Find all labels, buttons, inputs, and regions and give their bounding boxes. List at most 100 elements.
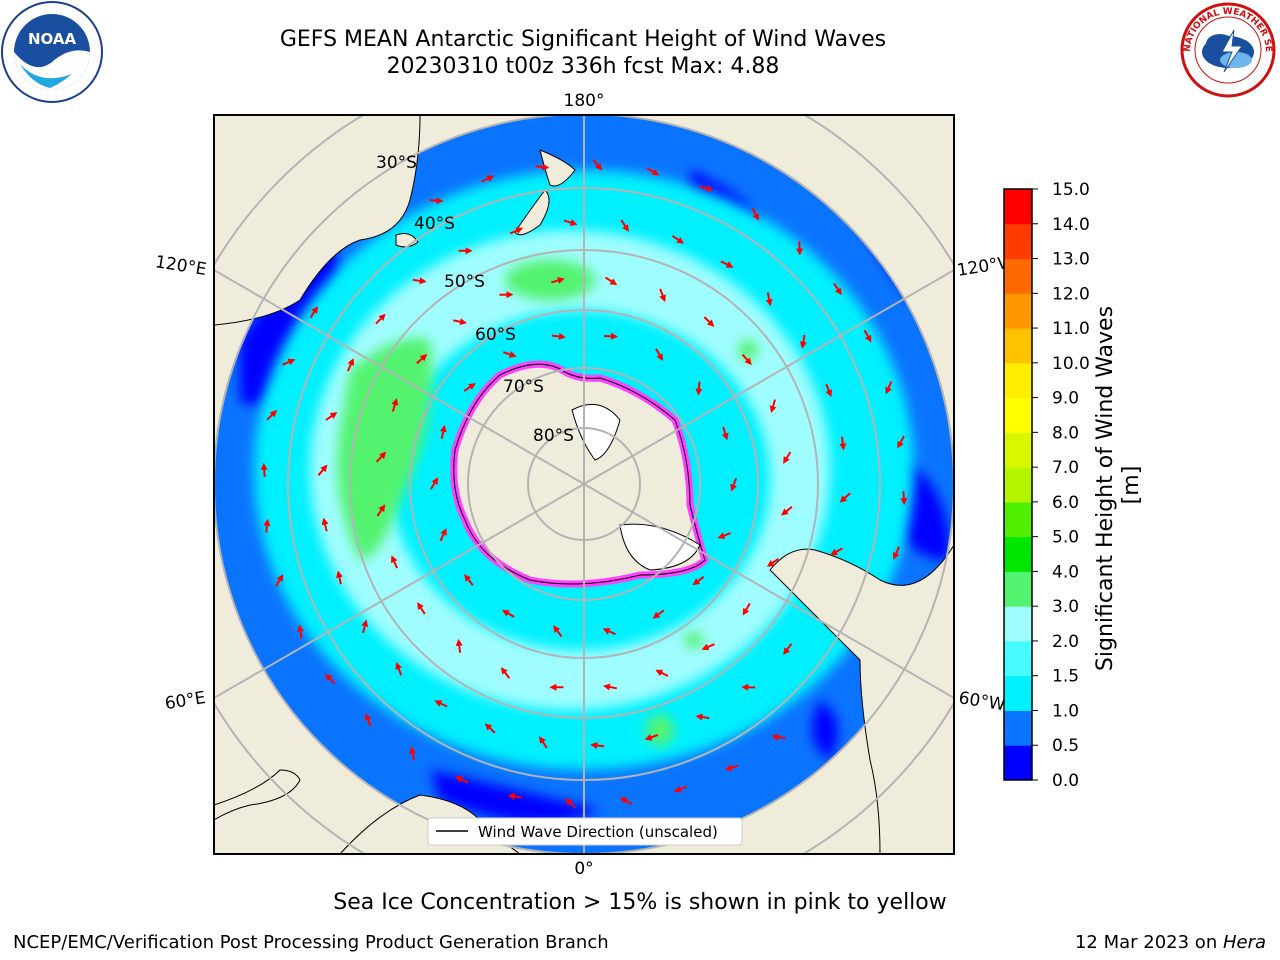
colorbar-segment (1004, 223, 1032, 260)
lat-label-30s: 30°S (376, 153, 417, 173)
colorbar-segment (1004, 571, 1032, 607)
wave-direction-arrow (701, 643, 715, 651)
wave-direction-arrow (742, 602, 751, 616)
wave-direction-arrow (361, 619, 369, 634)
footer-date-text: 12 Mar 2023 on (1074, 932, 1223, 953)
wave-direction-arrow (309, 306, 318, 319)
wave-direction-arrow (391, 398, 399, 412)
wave-direction-arrow (720, 260, 734, 268)
wave-direction-arrow (455, 638, 463, 653)
lon-label-180: 180° (564, 91, 605, 111)
noaa-logo-text: NOAA (28, 30, 77, 48)
colorbar-tick-label: 3.0 (1052, 597, 1079, 617)
colorbar-tick-label: 14.0 (1052, 215, 1090, 235)
wave-direction-arrow (655, 348, 663, 362)
colorbar-tick-label: 1.0 (1052, 701, 1079, 721)
colorbar-segment (1004, 432, 1032, 468)
wave-direction-arrow (429, 197, 444, 205)
wave-direction-arrow (717, 532, 731, 539)
lat-label-60s: 60°S (475, 325, 516, 345)
wave-direction-arrow (266, 410, 278, 421)
wave-direction-arrow (335, 570, 343, 585)
wave-direction-arrow (703, 316, 715, 327)
wave-direction-arrow (783, 451, 792, 464)
colorbar-segment (1004, 606, 1032, 642)
wave-direction-arrow (724, 764, 739, 772)
wave-direction-arrow (892, 546, 900, 560)
wave-direction-arrow (484, 723, 496, 734)
wave-direction-arrow (602, 628, 616, 636)
colorbar-segment (1004, 362, 1032, 399)
lat-label-40s: 40°S (414, 214, 455, 234)
wave-direction-arrow (481, 175, 495, 183)
wave-direction-arrow (765, 292, 773, 307)
wave-direction-arrow (296, 624, 304, 639)
wave-direction-arrow (502, 609, 515, 618)
wave-direction-arrow (783, 643, 793, 655)
wave-direction-arrow (346, 358, 354, 372)
footer-date: 12 Mar 2023 on Hera (1075, 932, 1266, 953)
weddell-ice-shelf (619, 523, 701, 571)
lon-label-60e: 60°E (163, 688, 207, 714)
colorbar-tick-label: 4.0 (1052, 562, 1079, 582)
colorbar-segment (1004, 328, 1032, 364)
colorbar-segment (1004, 536, 1032, 572)
wave-direction-arrow (695, 713, 710, 721)
colorbar-tick-label: 8.0 (1052, 423, 1079, 443)
graticule (214, 115, 954, 854)
wave-direction-arrow (769, 399, 777, 414)
wave-direction-arrow (439, 528, 447, 542)
wave-direction-arrow (839, 492, 851, 503)
colorbar-segment (1004, 640, 1032, 677)
colorbar-segment (1004, 189, 1032, 225)
madagascar (214, 769, 301, 821)
wave-direction-arrow (375, 313, 386, 325)
wave-direction-arrow (751, 207, 759, 221)
wave-direction-arrow (652, 609, 665, 619)
wave-direction-arrow (604, 332, 618, 340)
wave-direction-arrow (502, 351, 517, 358)
nws-logo: NATIONAL WEATHER SERVICE (1176, 0, 1276, 98)
wave-direction-arrow (551, 332, 566, 340)
wave-direction-arrow (417, 602, 426, 615)
wave-direction-arrow (463, 383, 476, 392)
wave-direction-arrow (592, 158, 603, 171)
wave-direction-arrow (603, 683, 617, 691)
wave-direction-arrow (771, 733, 786, 741)
wave-direction-arrow (464, 574, 474, 586)
colorbar-segment (1004, 501, 1032, 538)
wave-direction-arrow (565, 798, 576, 809)
wave-direction-arrow (863, 329, 872, 343)
lat-label-80s: 80°S (533, 426, 574, 446)
wave-direction-arrow (412, 277, 427, 285)
wave-direction-arrow (796, 241, 804, 256)
wave-direction-arrow (507, 792, 522, 800)
colorbar-tick-label: 5.0 (1052, 528, 1079, 548)
wave-direction-arrow (590, 742, 605, 749)
wave-direction-arrow (416, 353, 428, 365)
wave-direction-arrow (766, 557, 779, 567)
colorbar-tick-label: 7.0 (1052, 458, 1079, 478)
colorbar-segment (1004, 710, 1032, 746)
wave-direction-arrow (500, 667, 511, 679)
wave-direction-arrow (721, 426, 729, 441)
wind-wave-arrows (260, 158, 908, 809)
colorbar-frame (1003, 188, 1033, 781)
wave-direction-arrow (619, 797, 633, 805)
sea-ice-caption: Sea Ice Concentration > 15% is shown in … (333, 890, 947, 915)
colorbar-segment (1004, 397, 1032, 433)
wave-direction-arrow (692, 576, 705, 586)
wave-direction-arrow (453, 318, 467, 326)
lon-label-0: 0° (574, 859, 593, 879)
wave-direction-arrow (375, 451, 387, 463)
colorbar-tick-label: 12.0 (1052, 284, 1090, 304)
wave-direction-arrow (833, 282, 842, 296)
wave-direction-arrow (730, 478, 738, 492)
lat-label-50s: 50°S (444, 272, 485, 292)
south-america (769, 544, 954, 854)
wave-direction-arrow (671, 235, 685, 244)
colorbar-tick-label: 2.0 (1052, 632, 1079, 652)
colorbar-segment (1004, 467, 1032, 503)
wave-direction-arrow (439, 424, 447, 439)
